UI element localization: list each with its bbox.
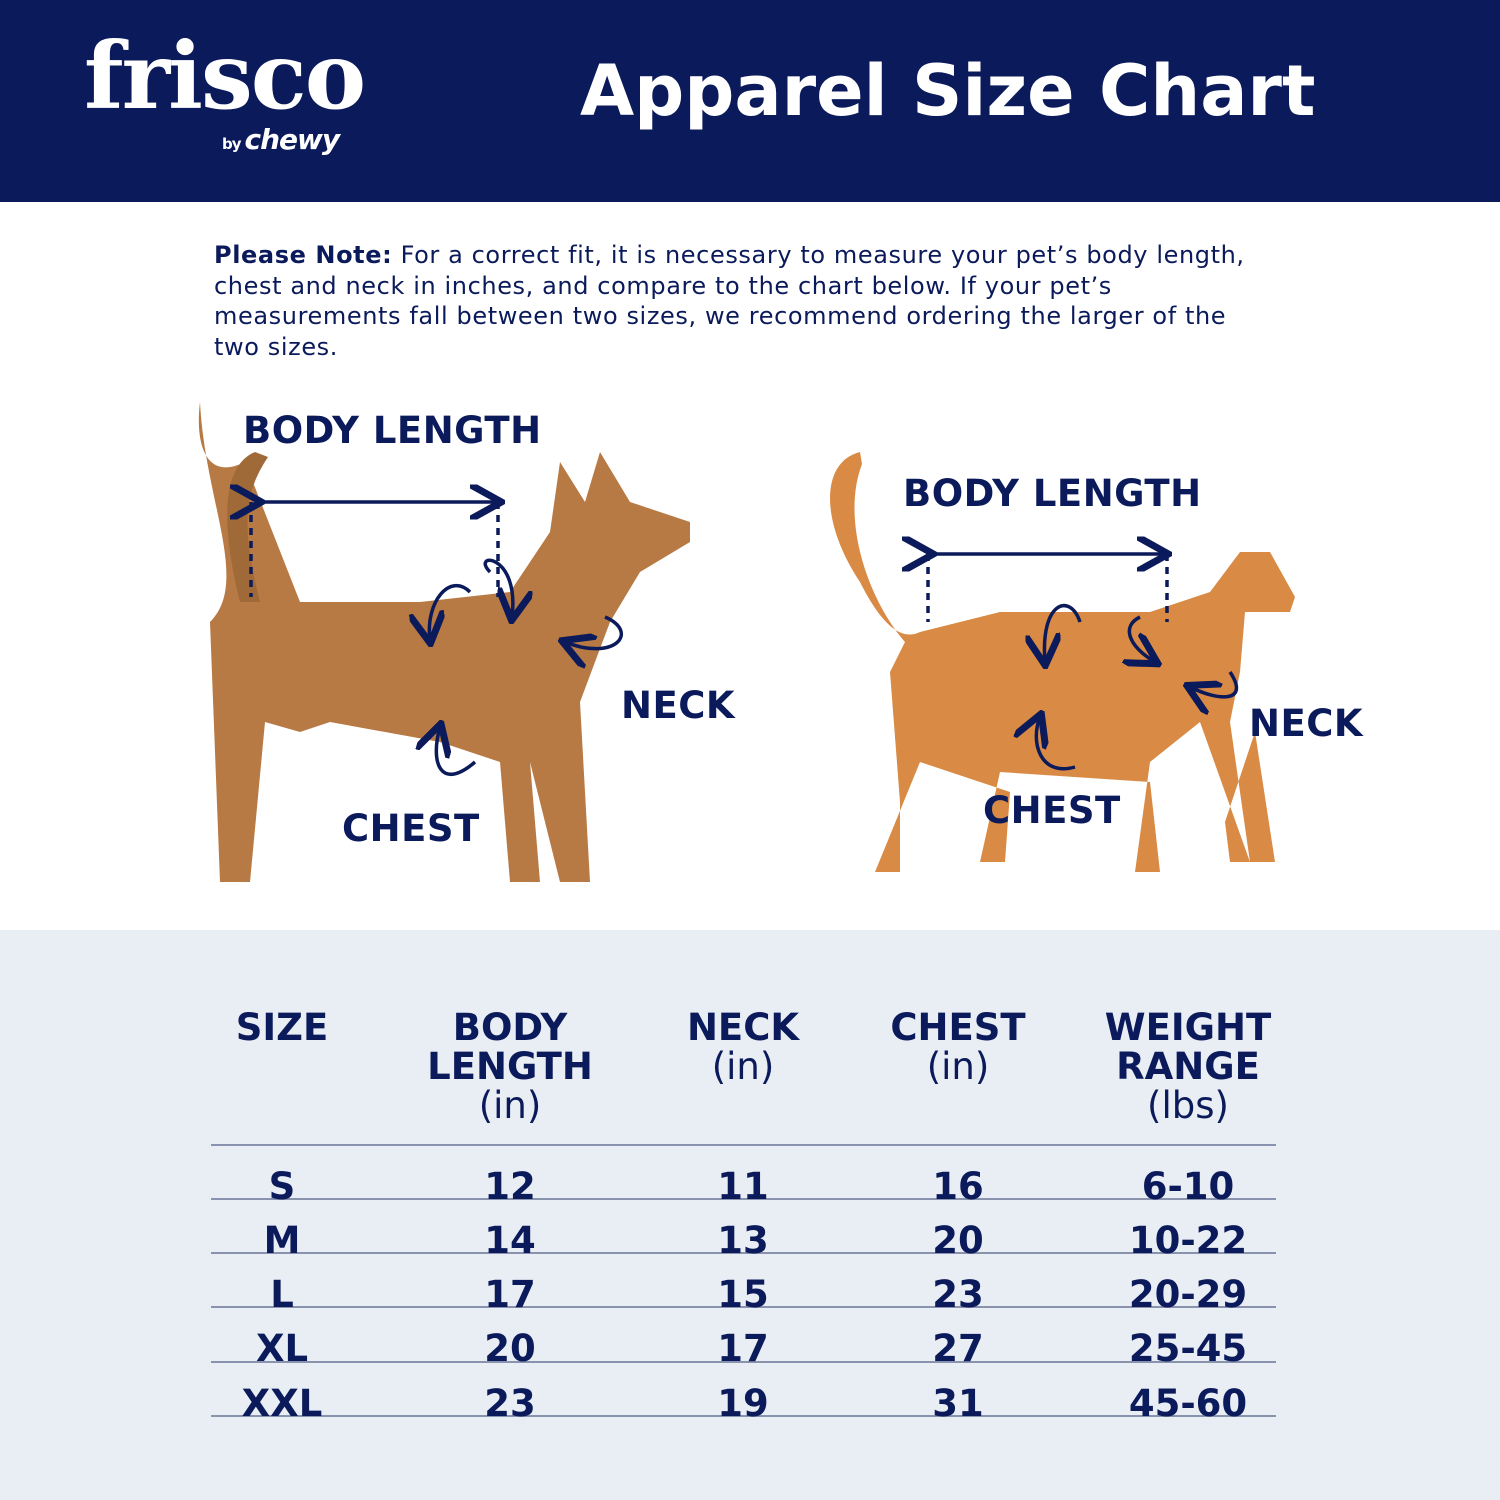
- value-cell: 20: [932, 1219, 984, 1262]
- value-cell: 10-22: [1128, 1219, 1248, 1262]
- size-cell: XL: [255, 1327, 309, 1370]
- column-header: NECK (in): [633, 1008, 853, 1086]
- dog-neck-label: NECK: [621, 684, 736, 727]
- pet-illustrations: [198, 402, 1295, 882]
- column-unit: (in): [478, 1084, 542, 1127]
- size-cell: XXL: [241, 1382, 323, 1425]
- value-cell: 12: [484, 1165, 536, 1208]
- value-cell: 20: [484, 1327, 536, 1370]
- row-divider: [211, 1144, 1276, 1146]
- row-divider: [211, 1415, 1276, 1417]
- column-title: CHEST: [890, 1006, 1026, 1049]
- row-divider: [211, 1198, 1276, 1200]
- column-unit: (in): [711, 1045, 775, 1088]
- page-title: Apparel Size Chart: [580, 50, 1316, 132]
- value-cell: 14: [484, 1219, 536, 1262]
- column-title: WEIGHT RANGE: [1104, 1006, 1272, 1088]
- value-cell: 17: [484, 1273, 536, 1316]
- frisco-logo: frisco: [84, 22, 366, 130]
- column-title: NECK: [686, 1006, 800, 1049]
- column-header: BODY LENGTH (in): [400, 1008, 620, 1125]
- size-table: SIZE BODY LENGTH (in) NECK (in) CHEST (in) WEIG…: [0, 930, 1500, 1500]
- row-divider: [211, 1306, 1276, 1308]
- cat-chest-label: CHEST: [983, 789, 1121, 832]
- measurement-diagram: BODY LENGTH NECK CHEST BODY LENGTH NECK …: [0, 202, 1500, 930]
- header-banner: frisco by chewy Apparel Size Chart: [0, 0, 1500, 202]
- value-cell: 6-10: [1141, 1165, 1235, 1208]
- value-cell: 13: [717, 1219, 769, 1262]
- cat-body-length-label: BODY LENGTH: [903, 472, 1202, 515]
- chewy-logo: by chewy: [222, 123, 340, 156]
- measurement-arrows: [251, 502, 1239, 777]
- dog-body-length-label: BODY LENGTH: [243, 409, 542, 452]
- value-cell: 20-29: [1128, 1273, 1248, 1316]
- value-cell: 23: [484, 1382, 536, 1425]
- value-cell: 27: [932, 1327, 984, 1370]
- column-header: SIZE: [172, 1008, 392, 1047]
- note-label: Please Note:: [214, 241, 393, 269]
- size-cell: L: [270, 1273, 294, 1316]
- value-cell: 31: [932, 1382, 984, 1425]
- value-cell: 15: [717, 1273, 769, 1316]
- value-cell: 17: [717, 1327, 769, 1370]
- cat-neck-label: NECK: [1249, 702, 1364, 745]
- column-unit: (in): [926, 1045, 990, 1088]
- column-header: WEIGHT RANGE (lbs): [1078, 1008, 1298, 1125]
- value-cell: 45-60: [1128, 1382, 1248, 1425]
- value-cell: 19: [717, 1382, 769, 1425]
- row-divider: [211, 1361, 1276, 1363]
- column-unit: (lbs): [1147, 1084, 1229, 1127]
- note-text: For a correct fit, it is necessary to me…: [214, 241, 1245, 361]
- column-header: CHEST (in): [848, 1008, 1068, 1086]
- column-title: BODY LENGTH: [427, 1006, 593, 1088]
- dog-chest-label: CHEST: [342, 807, 480, 850]
- value-cell: 16: [932, 1165, 984, 1208]
- measurement-note: Please Note: For a correct fit, it is ne…: [214, 240, 1274, 362]
- row-divider: [211, 1252, 1276, 1254]
- column-title: SIZE: [235, 1006, 329, 1049]
- size-cell: M: [263, 1219, 301, 1262]
- size-cell: S: [268, 1165, 296, 1208]
- value-cell: 23: [932, 1273, 984, 1316]
- value-cell: 11: [717, 1165, 769, 1208]
- value-cell: 25-45: [1128, 1327, 1248, 1370]
